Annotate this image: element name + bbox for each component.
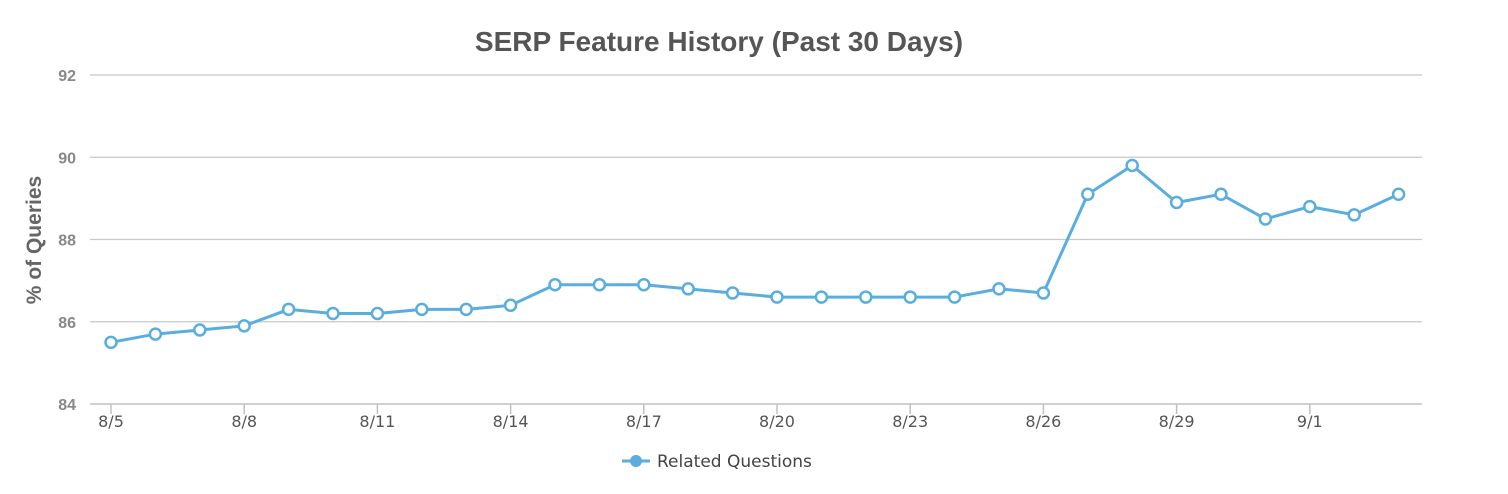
data-point [193,323,207,337]
x-tick-label: 8/17 [626,412,662,431]
data-point [415,302,429,317]
data-point [1169,195,1184,210]
legend-marker-icon [630,455,642,467]
data-point [814,290,829,304]
chart-title: SERP Feature History (Past 30 Days) [475,26,963,57]
data-point [148,327,163,341]
data-point [992,282,1006,296]
x-tick-label: 8/11 [359,412,395,431]
grid [90,74,1422,323]
data-point [592,277,607,292]
y-tick-label: 84 [58,397,76,414]
x-tick-label: 8/29 [1159,412,1195,431]
data-point [947,290,962,304]
x-tick-label: 8/14 [493,412,529,431]
data-point [681,282,695,296]
data-point [637,277,651,292]
x-tick-label: 8/23 [892,412,928,431]
data-point [859,290,873,304]
data-point [326,306,340,321]
x-tick-label: 8/20 [759,412,795,431]
y-axis-label: % of Queries [23,176,46,304]
data-point [370,306,385,321]
y-tick-label: 88 [58,233,76,250]
x-tick-label: 8/26 [1025,412,1061,431]
data-point [1125,158,1139,173]
data-point [770,290,784,304]
data-point [725,286,740,300]
series-line [110,163,1400,344]
series-related-questions [104,158,1406,350]
data-point [1081,187,1095,202]
y-tick-label: 92 [58,68,76,85]
data-point [1036,286,1051,300]
data-point [459,302,473,317]
legend[interactable]: Related Questions [622,452,812,472]
data-point [1347,208,1361,222]
x-tick-label: 8/8 [231,412,257,431]
data-point [548,277,562,292]
x-axis-ticks: 8/5 8/8 8/11 8/14 8/17 8/20 8/23 8/26 8/29 9/1 [98,404,1323,431]
data-point [903,290,917,304]
legend-label[interactable]: Related Questions [657,452,812,472]
data-point [281,302,296,317]
x-tick-label: 8/5 [98,412,124,431]
data-point [104,335,118,350]
y-tick-label: 86 [58,315,76,332]
data-point [1303,199,1317,214]
y-tick-label: 90 [58,150,76,167]
x-tick-label: 9/1 [1297,412,1323,431]
y-axis-ticks: 84 86 88 90 92 [58,68,76,414]
data-point [1258,212,1273,226]
data-point [503,298,518,313]
data-point [1391,187,1406,202]
data-point [237,319,251,333]
data-point [1214,187,1228,202]
